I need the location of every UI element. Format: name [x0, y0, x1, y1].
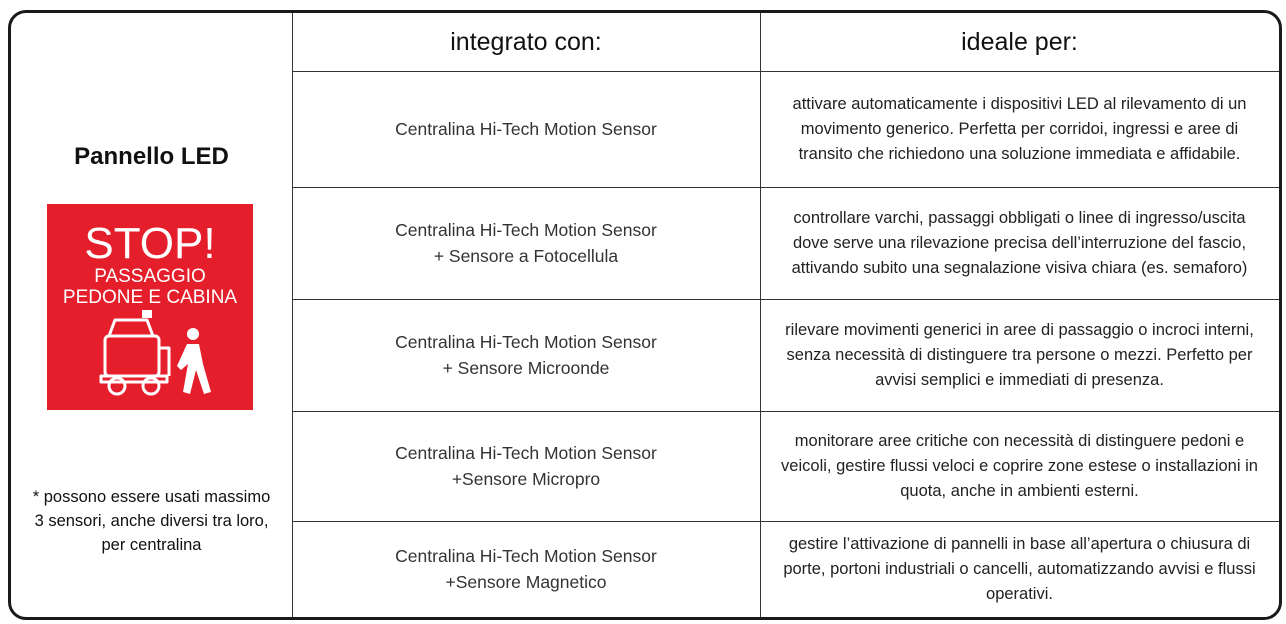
column-header: ideale per: [961, 27, 1078, 56]
row-divider [292, 411, 1279, 412]
use-case-cell: controllare varchi, passaggi obbligati o… [791, 208, 1248, 277]
sign-line: PASSAGGIO [94, 266, 206, 287]
row-divider [292, 299, 1279, 300]
row-divider [292, 521, 1279, 522]
sign-image: STOP! PASSAGGIO PEDONE E CABINA [47, 204, 253, 410]
integration-cell: Centralina Hi-Tech Motion Sensor +Sensore… [292, 411, 760, 521]
use-case-cell: monitorare aree critiche con necessità d… [781, 431, 1258, 500]
column-divider [292, 13, 293, 617]
integration-line: +Sensore Micropro [451, 469, 601, 489]
integration-cell: Centralina Hi-Tech Motion Sensor [292, 71, 760, 187]
integration-cell: Centralina Hi-Tech Motion Sensor + Sensor… [292, 299, 760, 411]
table-frame: Pannello LED STOP! PASSAGGIO PEDONE E CA… [8, 10, 1282, 620]
row-divider [292, 71, 1279, 72]
use-case-cell: gestire l’attivazione di pannelli in bas… [783, 534, 1256, 603]
integration-line: Centralina Hi-Tech Motion Sensor [395, 443, 657, 463]
use-case-cell: rilevare movimenti generici in aree di p… [785, 320, 1254, 389]
sign-icon [99, 310, 211, 396]
integration-line: Centralina Hi-Tech Motion Sensor [395, 546, 657, 566]
integration-line: Centralina Hi-Tech Motion Sensor [395, 220, 657, 240]
use-case-cell: attivare automaticamente i dispositivi L… [792, 94, 1247, 163]
footnote: * possono essere usati massimo 3 sensori… [32, 488, 271, 554]
integration-line: +Sensore Magnetico [445, 572, 607, 592]
integration-line: + Sensore Microonde [442, 358, 610, 378]
column-header: integrato con: [450, 27, 602, 56]
column-divider [760, 13, 761, 617]
sign-line: PEDONE E CABINA [62, 287, 238, 308]
integration-line: Centralina Hi-Tech Motion Sensor [395, 119, 657, 139]
sign-headline: STOP! [84, 219, 216, 268]
integration-line: + Sensore a Fotocellula [433, 246, 619, 266]
integration-cell: Centralina Hi-Tech Motion Sensor + Sensor… [292, 187, 760, 299]
integration-cell: Centralina Hi-Tech Motion Sensor +Sensore… [292, 521, 760, 617]
row-divider [292, 187, 1279, 188]
product-title: Pannello LED [74, 143, 229, 170]
integration-line: Centralina Hi-Tech Motion Sensor [395, 332, 657, 352]
